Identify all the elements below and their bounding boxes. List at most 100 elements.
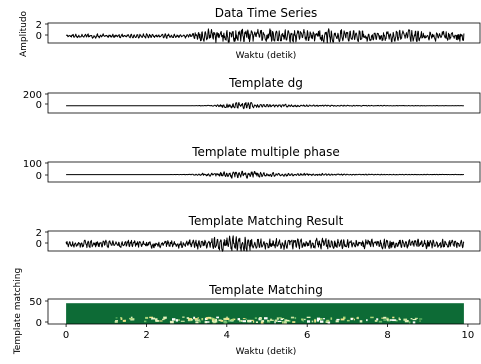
heatmap-cell	[410, 318, 413, 320]
y-tick-label: 0	[36, 171, 42, 182]
heatmap-cell	[283, 321, 287, 324]
panel-template-matching: Template Matching 50 0 0 2 4 6 8 10 Waktu (de…	[13, 268, 481, 357]
heatmap-cell	[242, 320, 246, 323]
heatmap-cell	[205, 317, 207, 320]
heatmap-cell	[311, 320, 314, 323]
heatmap-cell	[242, 318, 246, 320]
axes-frame	[47, 92, 481, 114]
heatmap-cell	[269, 318, 273, 320]
heatmap-cell	[163, 316, 167, 319]
heatmap-cell	[120, 317, 123, 320]
heatmap-cell	[281, 318, 285, 320]
heatmap-cell	[359, 320, 363, 323]
heatmap-cell	[386, 317, 389, 321]
heatmap-cell	[356, 317, 359, 319]
heatmap-cell	[343, 316, 346, 320]
heatmap-cell	[419, 320, 421, 322]
heatmap-cell	[247, 319, 251, 323]
heatmap-cell	[270, 319, 274, 321]
heatmap-cell	[264, 317, 268, 320]
heatmap-cell	[412, 319, 417, 321]
heatmap-cell	[182, 316, 185, 318]
heatmap-cell	[175, 319, 178, 322]
x-tick-label: 0	[63, 330, 69, 341]
heatmap-cell	[201, 318, 204, 321]
heatmap-cell	[176, 319, 180, 321]
y-tick-label: 2	[36, 20, 42, 31]
heatmap-cell	[419, 318, 423, 320]
heatmap-cell	[144, 320, 147, 323]
heatmap-cell	[412, 321, 416, 324]
heatmap-cell	[366, 319, 368, 322]
heatmap-cell	[220, 320, 224, 322]
heatmap-cell	[274, 320, 276, 324]
heatmap-cell	[213, 318, 216, 321]
heatmap-cell	[204, 317, 206, 321]
heatmap-cell	[274, 319, 278, 322]
heatmap-cell	[398, 317, 400, 320]
heatmap-cell	[392, 316, 395, 319]
y-tick-label: 100	[23, 159, 42, 170]
y-axis-label: Template matching	[13, 268, 23, 355]
heatmap-cell	[353, 318, 355, 321]
heatmap-cell	[370, 316, 374, 319]
heatmap-cell	[252, 320, 255, 323]
heatmap-cell	[376, 318, 379, 321]
heatmap-cell	[258, 317, 262, 319]
heatmap-cell	[196, 319, 200, 322]
heatmap-cell	[325, 320, 329, 323]
x-axis-label: Waktu (detik)	[236, 51, 297, 61]
heatmap-cell	[316, 319, 319, 322]
heatmap-cell	[278, 317, 282, 319]
y-tick-label: 2	[36, 228, 42, 239]
y-axis: 200 0	[23, 90, 48, 111]
axes-frame	[47, 230, 481, 252]
heatmap-cell	[205, 318, 209, 320]
heatmap-cell	[330, 317, 333, 320]
heatmap-cell	[282, 321, 284, 324]
heatmap-cell	[223, 321, 228, 324]
heatmap-cell	[228, 319, 231, 322]
heatmap-cell	[301, 319, 304, 322]
series-line	[66, 102, 465, 110]
heatmap-cell	[115, 317, 118, 319]
heatmap-cell	[314, 318, 316, 321]
heatmap-cell	[194, 319, 197, 321]
heatmap	[66, 303, 464, 324]
x-tick-label: 4	[224, 330, 230, 341]
heatmap-cell	[294, 317, 297, 320]
x-axis-label: Waktu (detik)	[236, 347, 297, 357]
heatmap-cell	[216, 316, 219, 319]
heatmap-cell	[350, 318, 353, 321]
panel-title: Template Matching	[208, 283, 323, 297]
heatmap-cell	[145, 316, 149, 319]
heatmap-cell	[187, 319, 191, 322]
heatmap-cell	[374, 319, 378, 322]
panel-template-multiple-phase: Template multiple phase 100 0	[23, 145, 481, 183]
heatmap-cell	[414, 317, 418, 319]
heatmap-cell	[212, 318, 214, 321]
heatmap-cell	[195, 321, 199, 324]
y-axis: 100 0	[23, 159, 48, 182]
heatmap-cell	[403, 318, 408, 321]
heatmap-cell	[335, 320, 339, 323]
heatmap-cell	[392, 319, 397, 321]
x-tick-label: 10	[462, 330, 475, 341]
panel-data-time-series: Data Time Series 2 0 Waktu (detik) Ampli…	[19, 6, 481, 61]
heatmap-cell	[383, 316, 387, 319]
axes-frame	[47, 298, 481, 325]
heatmap-cell	[280, 318, 283, 320]
x-tick-label: 2	[143, 330, 149, 341]
heatmap-cell	[336, 318, 340, 321]
heatmap-cell	[301, 318, 304, 321]
heatmap-cell	[389, 319, 394, 321]
heatmap-cell	[180, 320, 185, 322]
heatmap-cell	[404, 320, 409, 323]
heatmap-cell	[319, 318, 323, 320]
heatmap-cell	[218, 319, 222, 322]
heatmap-cell	[314, 320, 316, 323]
heatmap-cell	[381, 317, 384, 319]
heatmap-cell	[211, 319, 216, 322]
heatmap-cell	[149, 316, 153, 319]
